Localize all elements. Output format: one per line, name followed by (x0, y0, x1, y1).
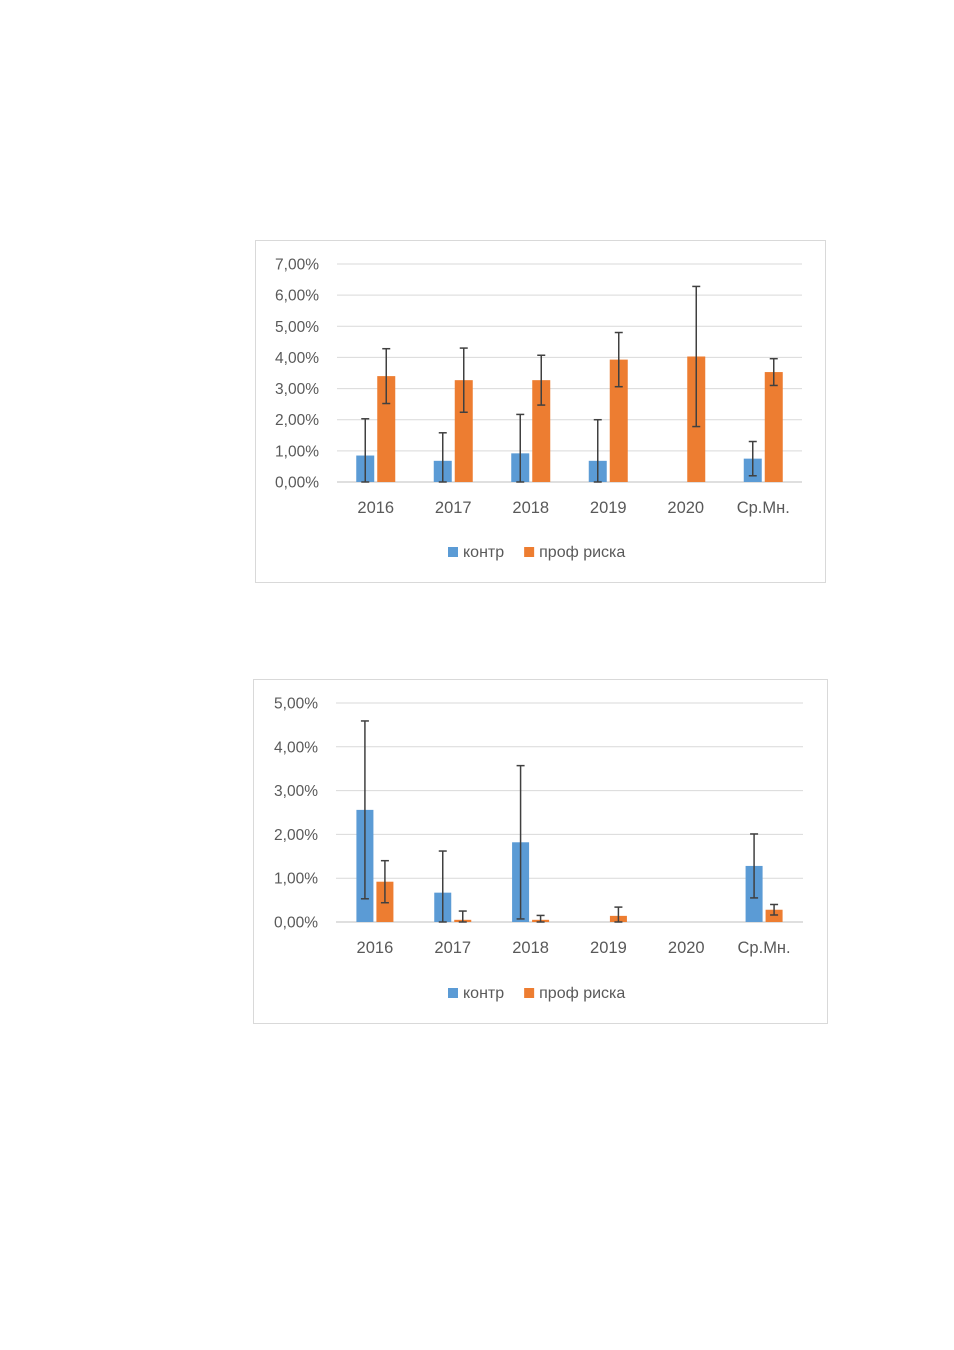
x-tick-label: Ср.Мн. (738, 939, 791, 957)
x-tick-label: 2020 (668, 939, 705, 957)
x-tick-label: 2017 (434, 939, 471, 957)
bar-prof-riska (532, 380, 551, 482)
x-tick-label: 2019 (590, 499, 627, 517)
y-tick-label: 4,00% (275, 350, 319, 367)
y-tick-label: 3,00% (274, 783, 318, 800)
x-tick-label: Ср.Мн. (737, 499, 790, 517)
y-tick-label: 5,00% (275, 319, 319, 336)
chart-1: 0,00% 1,00% 2,00% 3,00% 4,00% 5,00% 6,00% 7,00%… (255, 240, 826, 583)
bar-prof-riska (765, 909, 783, 922)
y-tick-label: 3,00% (275, 381, 319, 398)
y-tick-label: 0,00% (275, 475, 319, 492)
legend-label: контр (463, 544, 504, 561)
chart-2-svg: 0,00% 1,00% 2,00% 3,00% 4,00% 5,00% 2016 2017 20… (274, 696, 803, 1002)
legend-swatch (524, 988, 535, 998)
y-tick-label: 5,00% (274, 696, 318, 713)
y-tick-label: 2,00% (274, 827, 318, 844)
bar-prof-riska (454, 380, 473, 482)
legend-label: проф риска (539, 544, 625, 561)
x-tick-label: 2019 (590, 939, 627, 957)
y-tick-label: 0,00% (274, 915, 318, 932)
legend-swatch (524, 547, 535, 557)
x-tick-label: 2016 (357, 939, 394, 957)
bar-prof-riska (377, 376, 396, 482)
chart-2: 0,00% 1,00% 2,00% 3,00% 4,00% 5,00% 2016 2017 20… (253, 679, 828, 1024)
legend-label: контр (463, 985, 504, 1002)
chart-1-svg: 0,00% 1,00% 2,00% 3,00% 4,00% 5,00% 6,00% 7,00%… (275, 257, 802, 561)
bar-prof-riska (764, 372, 783, 482)
bar-prof-riska (609, 359, 628, 482)
x-tick-label: 2018 (512, 939, 549, 957)
x-tick-label: 2016 (357, 499, 394, 517)
legend-label: проф риска (539, 985, 625, 1002)
x-tick-label: 2020 (667, 499, 704, 517)
legend-swatch (448, 547, 458, 557)
x-tick-label: 2017 (435, 499, 472, 517)
x-tick-label: 2018 (512, 499, 549, 517)
y-tick-label: 4,00% (274, 739, 318, 756)
y-tick-label: 1,00% (275, 443, 319, 460)
y-tick-label: 2,00% (275, 412, 319, 429)
y-tick-label: 7,00% (275, 257, 319, 274)
legend-swatch (448, 988, 458, 998)
y-tick-label: 1,00% (274, 871, 318, 888)
y-tick-label: 6,00% (275, 288, 319, 305)
